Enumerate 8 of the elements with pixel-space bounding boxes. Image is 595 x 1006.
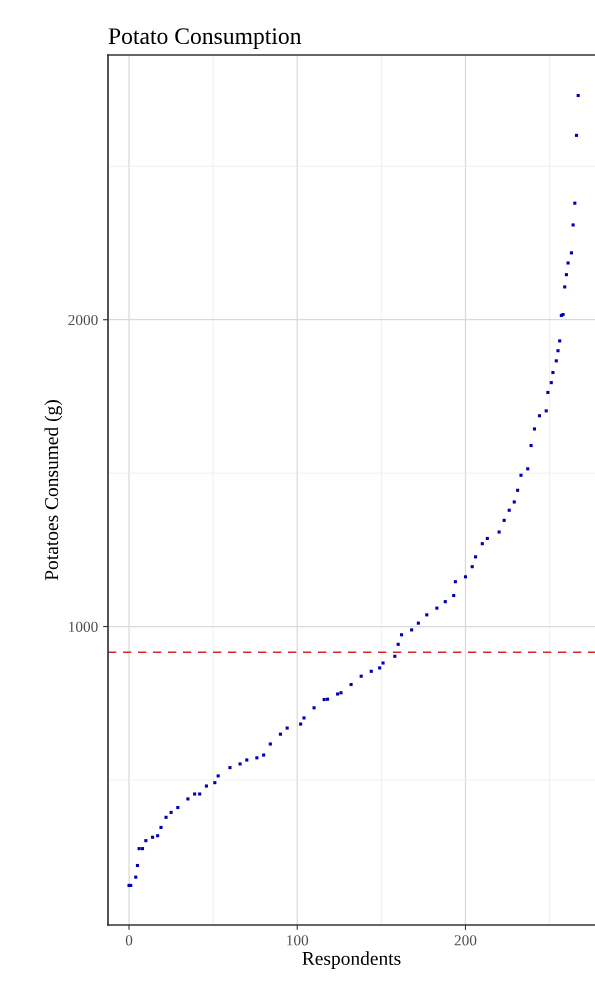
y-tick-label: 1000 [69,621,98,632]
y-tick-label: 2000 [68,314,98,326]
chart-title: Potato Consumption [108,28,302,49]
x-tick-label: 0 [125,935,133,946]
x-tick-label: 100 [287,935,309,946]
y-axis-title: Potatoes Consumed (g) [44,400,63,581]
x-tick-label: 200 [454,935,477,946]
x-axis-title: Respondents [302,951,401,969]
